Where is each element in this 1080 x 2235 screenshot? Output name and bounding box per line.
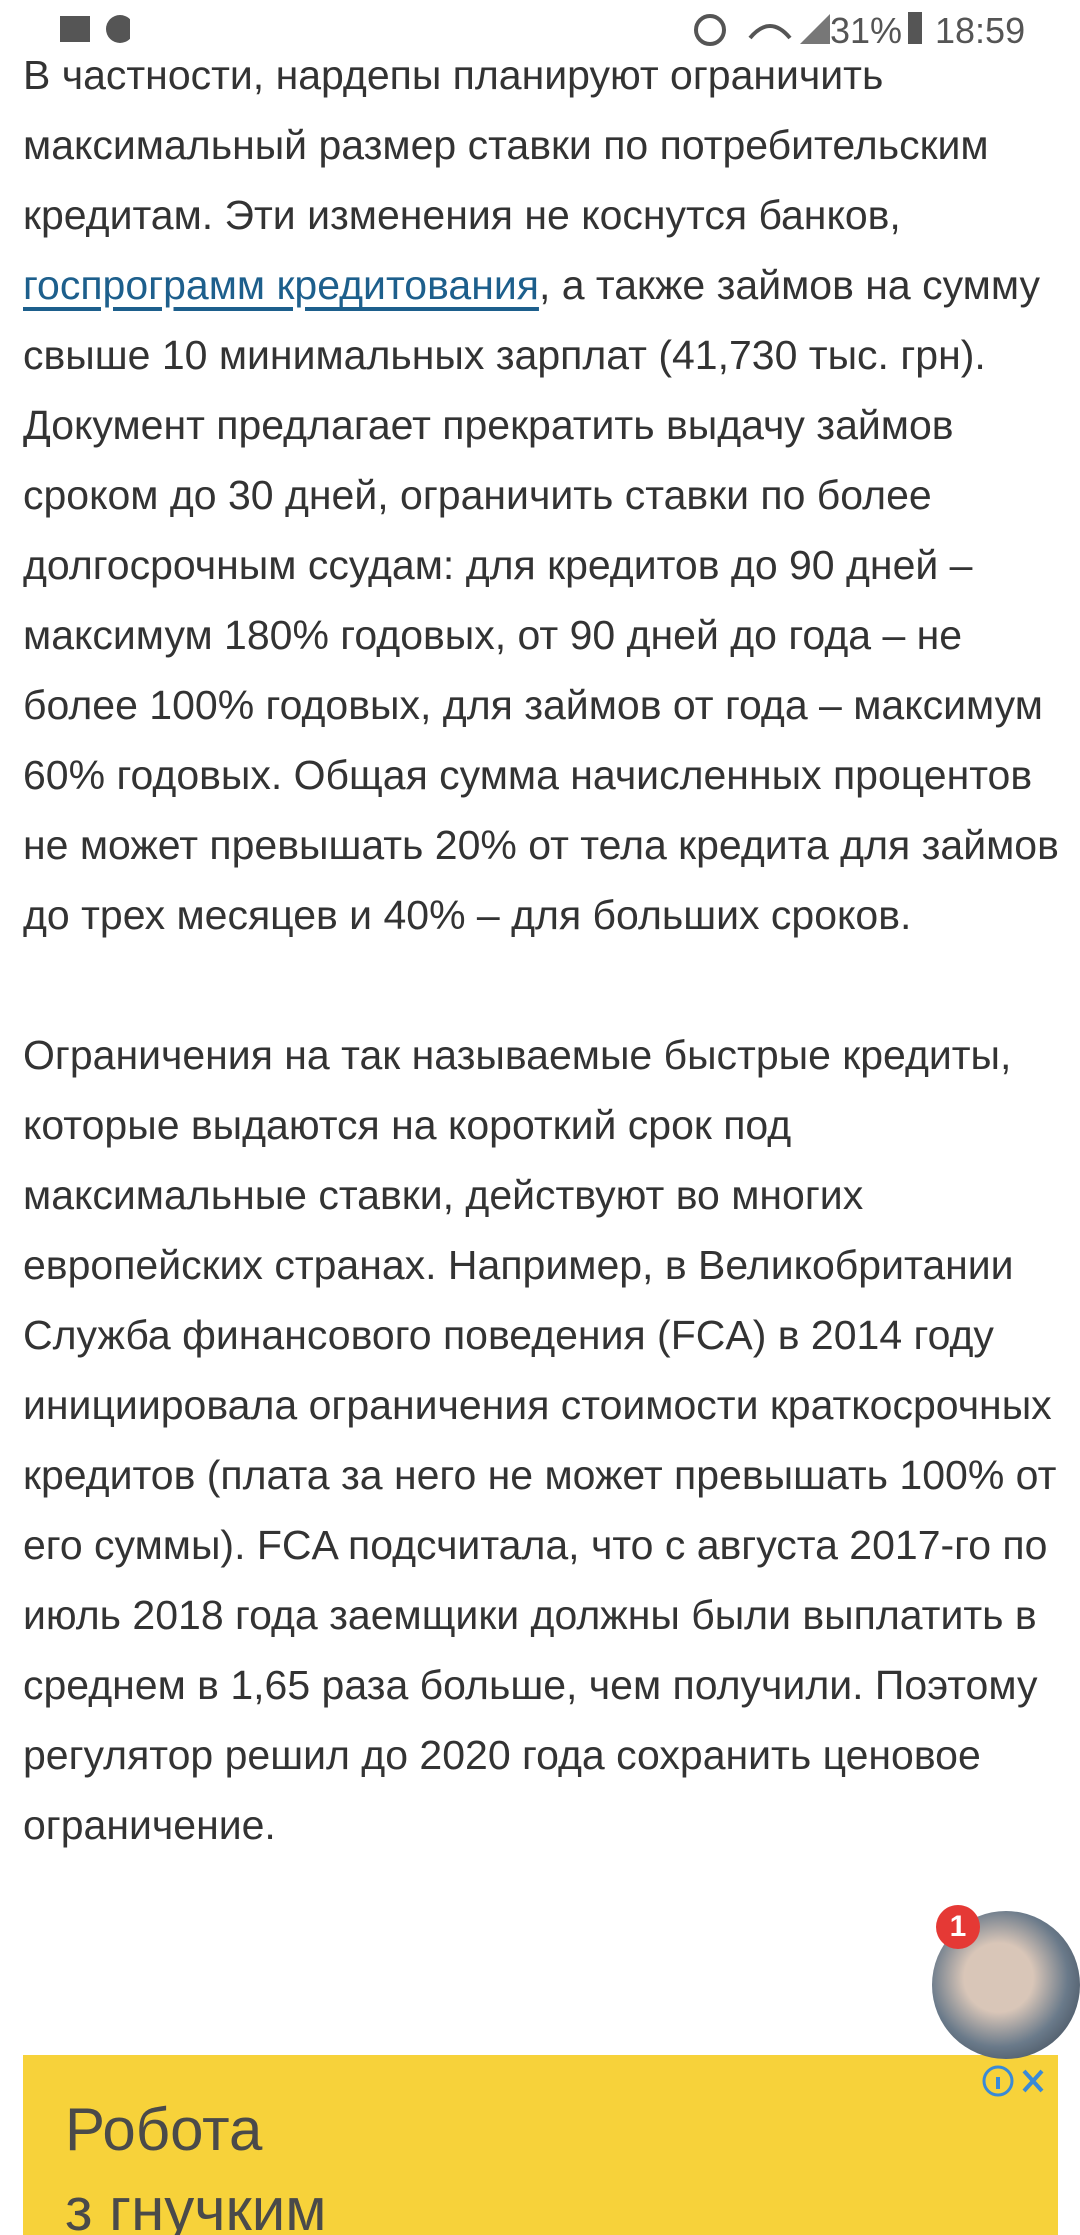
paragraph: Ограничения на так называемые быстрые кр…: [23, 1032, 1057, 1848]
ad-text: Робота: [65, 2096, 263, 2163]
text: В частности, нардепы планируют ограничит…: [23, 52, 989, 238]
link[interactable]: госпрограмм кредитования: [23, 262, 539, 308]
battery-icon: [908, 12, 922, 44]
chat-badge: 1: [936, 1905, 980, 1949]
article: В частности, нардепы планируют ограничит…: [23, 40, 1063, 1930]
clock: 18:59: [935, 10, 1026, 51]
ad-banner[interactable]: Робота з гнучким: [23, 2055, 1058, 2235]
paragraph: В частности, нардепы планируют ограничит…: [23, 40, 1063, 950]
notification-icons: [60, 15, 130, 43]
ad-text: з гнучким: [65, 2176, 327, 2235]
system-icons: [694, 14, 830, 46]
status-bar: 31% 18:59: [0, 0, 1080, 56]
battery-percent: 31%: [830, 10, 903, 51]
text: , а также займов на сумму свыше 10 миним…: [23, 262, 1059, 938]
ad-choices[interactable]: [980, 2063, 1050, 2099]
